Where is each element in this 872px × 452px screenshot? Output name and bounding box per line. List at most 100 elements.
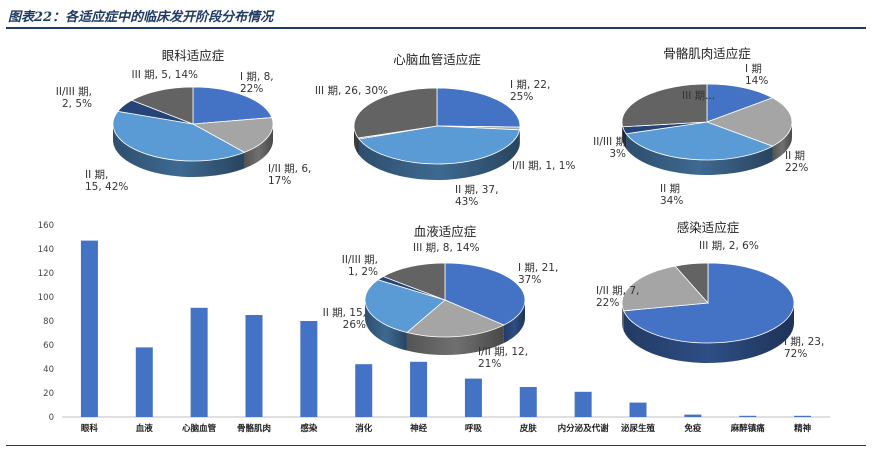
- y-tick-label: 40: [43, 365, 54, 375]
- pie-title: 眼科适应症: [162, 48, 225, 63]
- pie-title: 血液适应症: [414, 224, 477, 239]
- x-category-label: 眼科: [81, 423, 99, 434]
- bar-chart: 0 20 40 60 80 100 120 140 160 眼科 血液 心脑血管 骨骼肌肉 感染 消化 神经 呼…: [38, 221, 830, 434]
- pie-slice: [621, 265, 709, 312]
- pie-title: 心脑血管适应症: [393, 52, 481, 67]
- y-tick-label: 0: [49, 413, 54, 423]
- pie-slice-label: I/II 期, 7, 22%: [596, 285, 639, 309]
- bar: [80, 240, 98, 417]
- pie-slice-label: I 期, 8, 22%: [240, 71, 274, 95]
- pie-side-shade: [622, 126, 627, 149]
- pie-side-shade: [406, 325, 504, 355]
- bar: [190, 307, 208, 417]
- pie-chart: 骨骼肌肉适应症 I 期 14% II 期 22% II 期 34% II/III 期 3% III…: [593, 46, 808, 207]
- pie-slice: [625, 121, 774, 161]
- pie-slice: [112, 110, 246, 162]
- pie-slice-label: I 期, 21, 37%: [518, 262, 558, 286]
- pie-slice-label: I 期, 23, 72%: [784, 336, 824, 360]
- bar: [629, 402, 647, 417]
- pie-slice: [358, 125, 521, 165]
- pie-slice: [436, 87, 521, 128]
- y-tick-label: 80: [43, 317, 54, 327]
- pie-slice-label: III 期...: [682, 90, 715, 102]
- pie-side-shade: [626, 133, 773, 175]
- x-category-label: 心脑血管: [182, 423, 217, 434]
- x-category-label: 麻醉镇痛: [730, 423, 766, 434]
- pie-slice-label: II 期 22%: [785, 150, 808, 174]
- title-rule: [6, 27, 866, 29]
- pie-slice: [406, 299, 505, 338]
- pie-slice-label: II/III 期, 2, 5%: [56, 86, 92, 110]
- pie-slice: [130, 86, 194, 125]
- pie-slice-label: I 期, 22, 25%: [510, 79, 550, 103]
- pie-chart: 血液适应症 I 期, 21, 37% I/II 期, 12, 21% II 期, 15, 2…: [323, 224, 559, 370]
- pie-slice: [706, 83, 774, 123]
- bar: [739, 415, 757, 417]
- pie-side-shade: [244, 124, 273, 169]
- pie-side-shade: [503, 300, 525, 344]
- pie-slice-label: III 期, 2, 6%: [699, 240, 759, 252]
- pie-slice-label: I/II 期, 12, 21%: [478, 346, 528, 370]
- pie-slice-label: II 期, 15, 26%: [323, 307, 366, 331]
- pie-slice: [382, 262, 446, 301]
- pie-chart: 眼科适应症 I 期, 8, 22% I/II 期, 6, 17% II 期, 15, 42%…: [56, 48, 312, 193]
- bar: [519, 387, 537, 417]
- pie-slice: [191, 117, 274, 153]
- bar: [135, 347, 153, 417]
- pie-slice: [705, 97, 793, 147]
- pie-title: 骨骼肌肉适应症: [663, 46, 751, 61]
- pie-slice: [353, 87, 438, 139]
- pie-slice: [621, 83, 708, 128]
- pie-slice-label: II 期 34%: [660, 183, 683, 207]
- pie-slice-label: II/III 期 3%: [593, 136, 626, 160]
- pie-slice: [674, 262, 709, 305]
- y-tick-label: 140: [38, 245, 54, 255]
- pie-side-shade: [623, 303, 794, 364]
- pie-slice: [623, 262, 795, 344]
- pie-chart: 感染适应症 I 期, 23, 72% I/II 期, 7, 22% III 期, 2, 6…: [596, 220, 824, 364]
- bar: [794, 415, 812, 417]
- pie-slice-label: I 期 14%: [745, 63, 768, 87]
- bar: [410, 361, 428, 417]
- bar: [245, 315, 263, 417]
- x-category-label: 泌尿生殖: [621, 423, 656, 434]
- x-category-label: 骨骼肌肉: [237, 423, 271, 434]
- pie-slice-label: III 期, 26, 30%: [315, 85, 388, 97]
- pie-chart: 心脑血管适应症 I 期, 22, 25% I/II 期, 1, 1% II 期, 37,…: [315, 52, 576, 208]
- y-tick-label: 120: [38, 269, 54, 279]
- pie-title: 感染适应症: [677, 220, 740, 235]
- x-category-label: 血液: [136, 423, 154, 434]
- pie-slice-label: II 期, 15, 42%: [85, 169, 128, 193]
- x-category-label: 免疫: [684, 423, 702, 434]
- y-tick-label: 20: [43, 389, 54, 399]
- pie-slice: [364, 279, 446, 333]
- pie-charts: 眼科适应症 I 期, 8, 22% I/II 期, 6, 17% II 期, 15, 42%…: [56, 46, 825, 370]
- pie-side-shade: [358, 137, 360, 155]
- bottom-rule: [6, 445, 866, 446]
- x-category-label: 感染: [300, 423, 318, 434]
- pie-slice-label: II 期, 37, 43%: [455, 184, 498, 208]
- pie-side-shade: [113, 124, 245, 178]
- x-category-label: 消化: [355, 423, 373, 434]
- x-category-label: 呼吸: [465, 423, 483, 434]
- pie-slice-label: I/II 期, 6, 17%: [268, 163, 311, 187]
- pie-slice-label: III 期, 5, 14%: [132, 69, 199, 81]
- figure-title: 图表22：各适应症中的临床发开阶段分布情况: [8, 10, 274, 25]
- y-tick-label: 100: [38, 293, 54, 303]
- y-tick-label: 160: [38, 221, 54, 231]
- x-category-label: 神经: [410, 423, 428, 434]
- pie-slice-label: II/III 期, 1, 2%: [342, 254, 378, 278]
- pie-side-shade: [359, 129, 520, 180]
- bar: [464, 378, 482, 417]
- pie-slice: [444, 262, 526, 326]
- pie-slice: [192, 86, 273, 125]
- bar: [300, 321, 318, 417]
- pie-slice-label: III 期, 8, 14%: [413, 242, 480, 254]
- pie-side-shade: [772, 122, 792, 162]
- bar: [684, 414, 702, 417]
- x-category-label: 内分泌及代谢: [558, 423, 610, 434]
- bar: [574, 391, 592, 417]
- y-tick-label: 60: [43, 341, 54, 351]
- x-category-label: 精神: [794, 423, 812, 434]
